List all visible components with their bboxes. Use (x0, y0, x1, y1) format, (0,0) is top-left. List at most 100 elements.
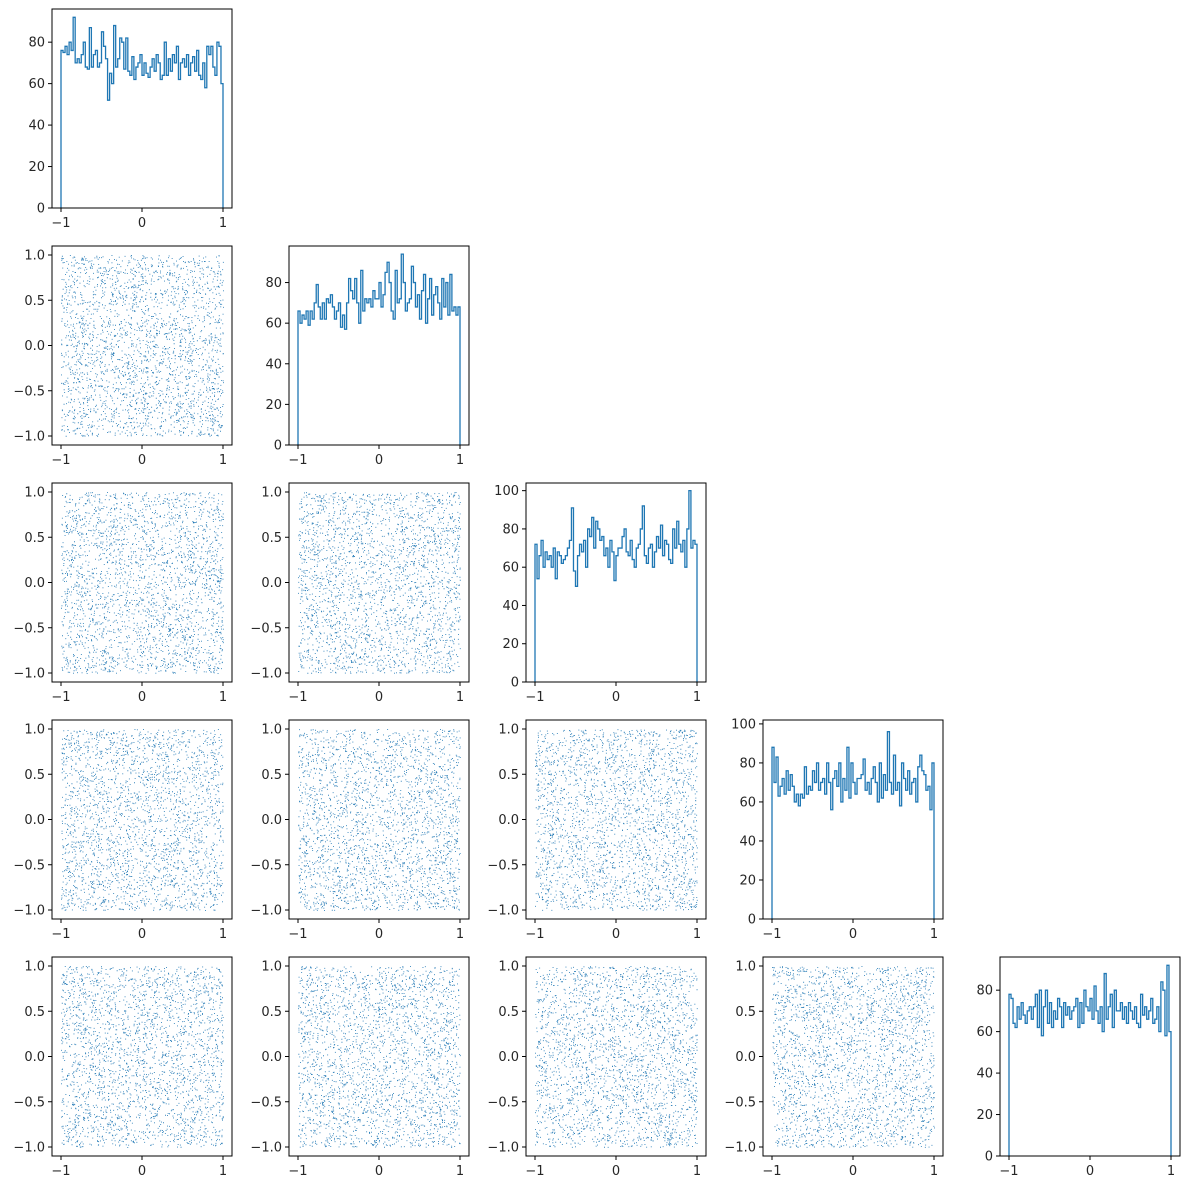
y-tick-label: 0.5 (261, 531, 282, 546)
x-tick-label: −1 (51, 927, 70, 942)
y-tick-label: 0.0 (24, 813, 45, 828)
x-tick-label: 0 (138, 1164, 146, 1179)
y-tick-label: 0.0 (24, 1050, 45, 1065)
histogram-step-line (297, 253, 461, 445)
y-tick-label: 20 (976, 1108, 993, 1123)
scatter-panel-4-3: −1.0 −0.5 0.0 0.5 1.0 −1 0 1 (724, 956, 944, 1179)
y-tick-label: 40 (28, 119, 45, 134)
y-tick-label: 0.0 (498, 813, 519, 828)
histogram-panel-0: 0 20 40 60 80 −1 0 1 (28, 8, 233, 231)
y-tick-label: 40 (976, 1067, 993, 1082)
x-tick-label: 0 (1086, 1164, 1094, 1179)
y-tick-label: 40 (502, 599, 519, 614)
x-tick-label: 0 (375, 1164, 383, 1179)
y-tick-label: −0.5 (13, 621, 45, 636)
y-tick-label: 1.0 (735, 960, 756, 975)
y-tick-label: 0 (274, 439, 282, 454)
x-tick-label: 1 (219, 927, 227, 942)
x-tick-label: 0 (612, 690, 620, 705)
y-tick-label: −1.0 (13, 667, 45, 682)
scatter-points (298, 492, 461, 674)
axes-frame (288, 956, 470, 1157)
y-tick-label: 1.0 (261, 486, 282, 501)
axes-frame (525, 482, 707, 683)
x-tick-label: 0 (138, 216, 146, 231)
x-tick-label: −1 (51, 1164, 70, 1179)
x-tick-label: −1 (288, 690, 307, 705)
y-tick-label: 0.5 (498, 1005, 519, 1020)
y-tick-label: 0 (748, 913, 756, 928)
y-tick-label: 0 (511, 676, 519, 691)
histogram-step-line (771, 731, 935, 919)
scatter-points (298, 729, 461, 911)
y-tick-label: 80 (265, 276, 282, 291)
scatter-panel-4-1: −1.0 −0.5 0.0 0.5 1.0 −1 0 1 (250, 956, 470, 1179)
y-tick-label: −1.0 (13, 430, 45, 445)
y-tick-label: 40 (265, 357, 282, 372)
x-tick-label: 1 (693, 690, 701, 705)
histogram-panel-2: 0 20 40 60 80 100 −1 0 1 (494, 482, 707, 705)
y-tick-label: 80 (502, 522, 519, 537)
y-tick-label: 100 (494, 484, 519, 499)
x-tick-label: −1 (762, 1164, 781, 1179)
x-tick-label: −1 (51, 690, 70, 705)
scatter-panel-3-0: −1.0 −0.5 0.0 0.5 1.0 −1 0 1 (13, 719, 233, 942)
x-tick-label: 1 (219, 690, 227, 705)
x-tick-label: 1 (693, 1164, 701, 1179)
x-tick-label: −1 (51, 216, 70, 231)
axes-frame (51, 8, 233, 209)
y-tick-label: 0.5 (735, 1005, 756, 1020)
y-tick-label: 60 (502, 561, 519, 576)
y-tick-label: 1.0 (261, 960, 282, 975)
axes-frame (288, 245, 470, 446)
y-tick-label: 20 (28, 160, 45, 175)
scatter-panel-4-2: −1.0 −0.5 0.0 0.5 1.0 −1 0 1 (487, 956, 707, 1179)
x-tick-label: 1 (930, 927, 938, 942)
scatter-panel-1-0: −1.0 −0.5 0.0 0.5 1.0 −1 0 1 (13, 245, 233, 468)
y-tick-label: −0.5 (250, 621, 282, 636)
histogram-step-line (534, 490, 698, 682)
y-tick-label: −0.5 (487, 1095, 519, 1110)
x-tick-label: 0 (138, 927, 146, 942)
y-tick-label: 1.0 (24, 723, 45, 738)
axes-frame (762, 719, 944, 920)
y-tick-label: 60 (739, 795, 756, 810)
y-tick-label: 0.0 (261, 1050, 282, 1065)
x-tick-label: 1 (930, 1164, 938, 1179)
x-tick-label: 0 (375, 690, 383, 705)
scatter-points (535, 966, 698, 1148)
y-tick-label: −1.0 (13, 1141, 45, 1156)
y-tick-label: −0.5 (250, 858, 282, 873)
x-tick-label: −1 (999, 1164, 1018, 1179)
x-tick-label: 0 (612, 1164, 620, 1179)
y-tick-label: −0.5 (13, 384, 45, 399)
y-tick-label: −1.0 (250, 1141, 282, 1156)
y-tick-label: 0.5 (24, 1005, 45, 1020)
y-tick-label: −0.5 (250, 1095, 282, 1110)
y-tick-label: −0.5 (13, 858, 45, 873)
x-tick-label: 1 (219, 1164, 227, 1179)
axes-frame (525, 956, 707, 1157)
y-tick-label: −1.0 (487, 904, 519, 919)
scatter-points (298, 966, 461, 1148)
y-tick-label: 20 (265, 398, 282, 413)
scatter-points (61, 729, 224, 911)
scatter-panel-3-1: −1.0 −0.5 0.0 0.5 1.0 −1 0 1 (250, 719, 470, 942)
y-tick-label: 60 (265, 317, 282, 332)
x-tick-label: 0 (375, 927, 383, 942)
y-tick-label: −1.0 (13, 904, 45, 919)
y-tick-label: 1.0 (24, 960, 45, 975)
axes-frame (999, 956, 1181, 1157)
y-tick-label: −0.5 (487, 858, 519, 873)
y-tick-label: 0.0 (261, 576, 282, 591)
histogram-panel-1: 0 20 40 60 80 −1 0 1 (265, 245, 470, 468)
y-tick-label: 1.0 (498, 723, 519, 738)
x-tick-label: 0 (138, 453, 146, 468)
y-tick-label: 0 (985, 1150, 993, 1165)
y-tick-label: −0.5 (724, 1095, 756, 1110)
scatter-panel-2-0: −1.0 −0.5 0.0 0.5 1.0 −1 0 1 (13, 482, 233, 705)
x-tick-label: 0 (375, 453, 383, 468)
y-tick-label: 0.5 (498, 768, 519, 783)
x-tick-label: 0 (612, 927, 620, 942)
scatter-points (61, 492, 224, 674)
